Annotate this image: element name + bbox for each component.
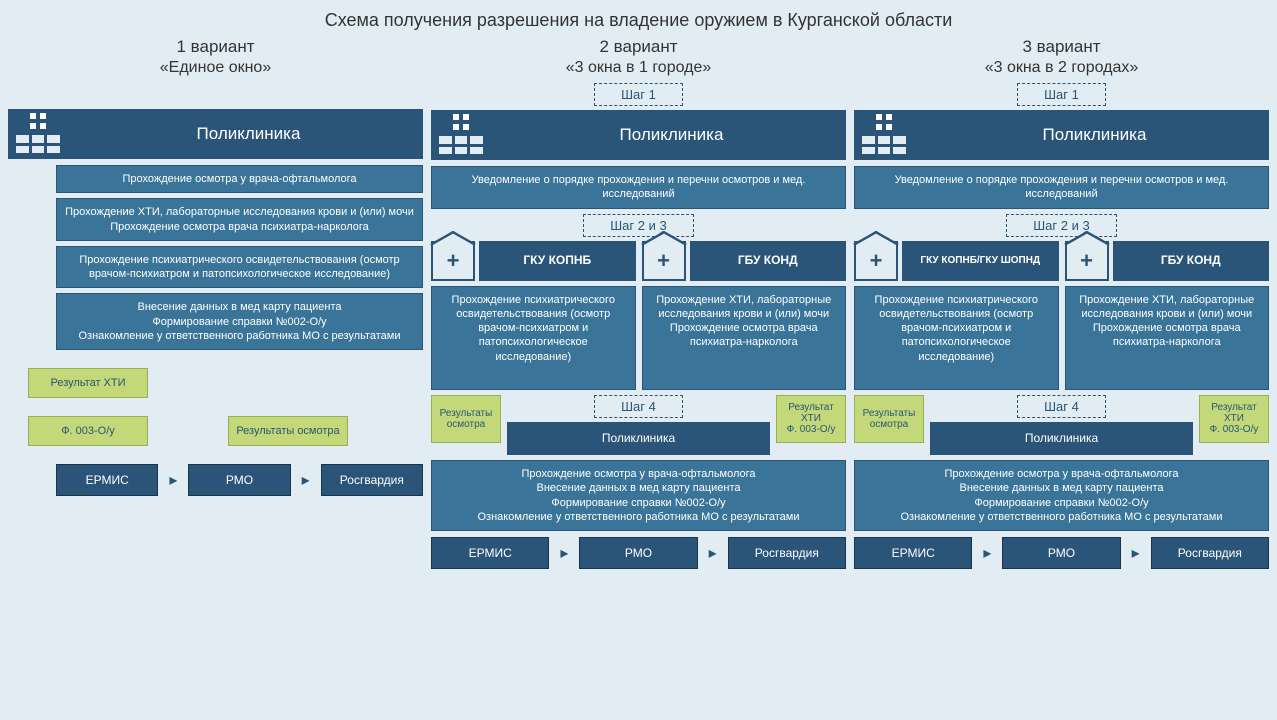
arrow-icon: ▸ [978, 537, 996, 569]
v2-box1: Уведомление о порядке прохождения и пере… [431, 166, 846, 209]
arrow-icon: ▸ [297, 464, 315, 496]
v2-header: Поликлиника [497, 110, 846, 160]
v1-step-2: Прохождение ХТИ, лабораторные исследован… [56, 198, 423, 241]
hospital-icon [431, 110, 491, 160]
v2-org-a: ГКУ КОПНБ [479, 241, 636, 281]
v1-final-rosgvardia: Росгвардия [321, 464, 423, 496]
v1-result-boxes: Результат ХТИ Ф. 003-О/у Результаты осмо… [28, 368, 423, 446]
variant-2-subtitle: «3 окна в 1 городе» [431, 59, 846, 77]
v3-org-b: ГБУ КОНД [1113, 241, 1270, 281]
v3-final-rosgvardia: Росгвардия [1151, 537, 1269, 569]
v3-green-left: Результаты осмотра [854, 395, 924, 443]
v3-final-row: ЕРМИС ▸ РМО ▸ Росгвардия [854, 537, 1269, 569]
v3-org-b-text: Прохождение ХТИ, лабораторные исследован… [1065, 286, 1270, 390]
arrow-icon: ▸ [704, 537, 722, 569]
v2-green-left: Результаты осмотра [431, 395, 501, 443]
variant-3-num: 3 вариант [854, 37, 1269, 57]
v3-org-a-text: Прохождение психиатрического освидетельс… [854, 286, 1059, 390]
v2-org-a-text: Прохождение психиатрического освидетельс… [431, 286, 636, 390]
variant-1-header-row: Поликлиника [8, 109, 423, 159]
arrow-icon: ▸ [1127, 537, 1145, 569]
v3-step-label-3: Шаг 4 [1017, 395, 1106, 418]
clinic-icon: + [1065, 241, 1109, 281]
main-title: Схема получения разрешения на владение о… [0, 0, 1277, 37]
v2-final-row: ЕРМИС ▸ РМО ▸ Росгвардия [431, 537, 846, 569]
v1-green-osmotr: Результаты осмотра [228, 416, 348, 446]
hospital-icon [854, 110, 914, 160]
v1-final-ermis: ЕРМИС [56, 464, 158, 496]
hospital-icon [8, 109, 68, 159]
v3-box1: Уведомление о порядке прохождения и пере… [854, 166, 1269, 209]
v3-final-rmo: РМО [1002, 537, 1120, 569]
variant-1-header: Поликлиника [74, 109, 423, 159]
v1-step-1: Прохождение осмотра у врача-офтальмолога [56, 165, 423, 193]
arrow-icon: ▸ [555, 537, 573, 569]
variant-2: 2 вариант «3 окна в 1 городе» Шаг 1 Поли… [431, 37, 846, 569]
clinic-icon: + [854, 241, 898, 281]
v2-step-label-1: Шаг 1 [594, 83, 683, 106]
variant-1: 1 вариант «Единое окно» Поликлиника Прох… [8, 37, 423, 569]
v2-org-b-text: Прохождение ХТИ, лабораторные исследован… [642, 286, 847, 390]
v3-green-right: Результат ХТИ Ф. 003-О/у [1199, 395, 1269, 443]
v3-org-a: ГКУ КОПНБ/ГКУ ШОПНД [902, 241, 1059, 281]
variant-3: 3 вариант «3 окна в 2 городах» Шаг 1 Пол… [854, 37, 1269, 569]
v2-step4-text: Прохождение осмотра у врача-офтальмолога… [431, 460, 846, 531]
variant-1-subtitle: «Единое окно» [8, 59, 423, 77]
v2-final-rosgvardia: Росгвардия [728, 537, 846, 569]
v3-step4-header: Поликлиника [930, 422, 1193, 456]
v2-org-b: ГБУ КОНД [690, 241, 847, 281]
v3-final-ermis: ЕРМИС [854, 537, 972, 569]
v1-step-3: Прохождение психиатрического освидетельс… [56, 246, 423, 289]
variant-2-num: 2 вариант [431, 37, 846, 57]
v3-step4-text: Прохождение осмотра у врача-офтальмолога… [854, 460, 1269, 531]
v2-step4-header: Поликлиника [507, 422, 770, 456]
clinic-icon: + [642, 241, 686, 281]
variant-1-num: 1 вариант [8, 37, 423, 57]
v1-green-khti: Результат ХТИ [28, 368, 148, 398]
v3-step-label-1: Шаг 1 [1017, 83, 1106, 106]
v1-final-row: ЕРМИС ▸ РМО ▸ Росгвардия [56, 464, 423, 496]
v2-final-rmo: РМО [579, 537, 697, 569]
v2-step-label-3: Шаг 4 [594, 395, 683, 418]
v1-final-rmo: РМО [188, 464, 290, 496]
variant-3-subtitle: «3 окна в 2 городах» [854, 59, 1269, 77]
clinic-icon: + [431, 241, 475, 281]
v2-final-ermis: ЕРМИС [431, 537, 549, 569]
columns-container: 1 вариант «Единое окно» Поликлиника Прох… [0, 37, 1277, 569]
v1-green-form: Ф. 003-О/у [28, 416, 148, 446]
v3-header: Поликлиника [920, 110, 1269, 160]
arrow-icon: ▸ [164, 464, 182, 496]
v1-step-4: Внесение данных в мед карту пациента Фор… [56, 293, 423, 350]
v2-green-right: Результат ХТИ Ф. 003-О/у [776, 395, 846, 443]
